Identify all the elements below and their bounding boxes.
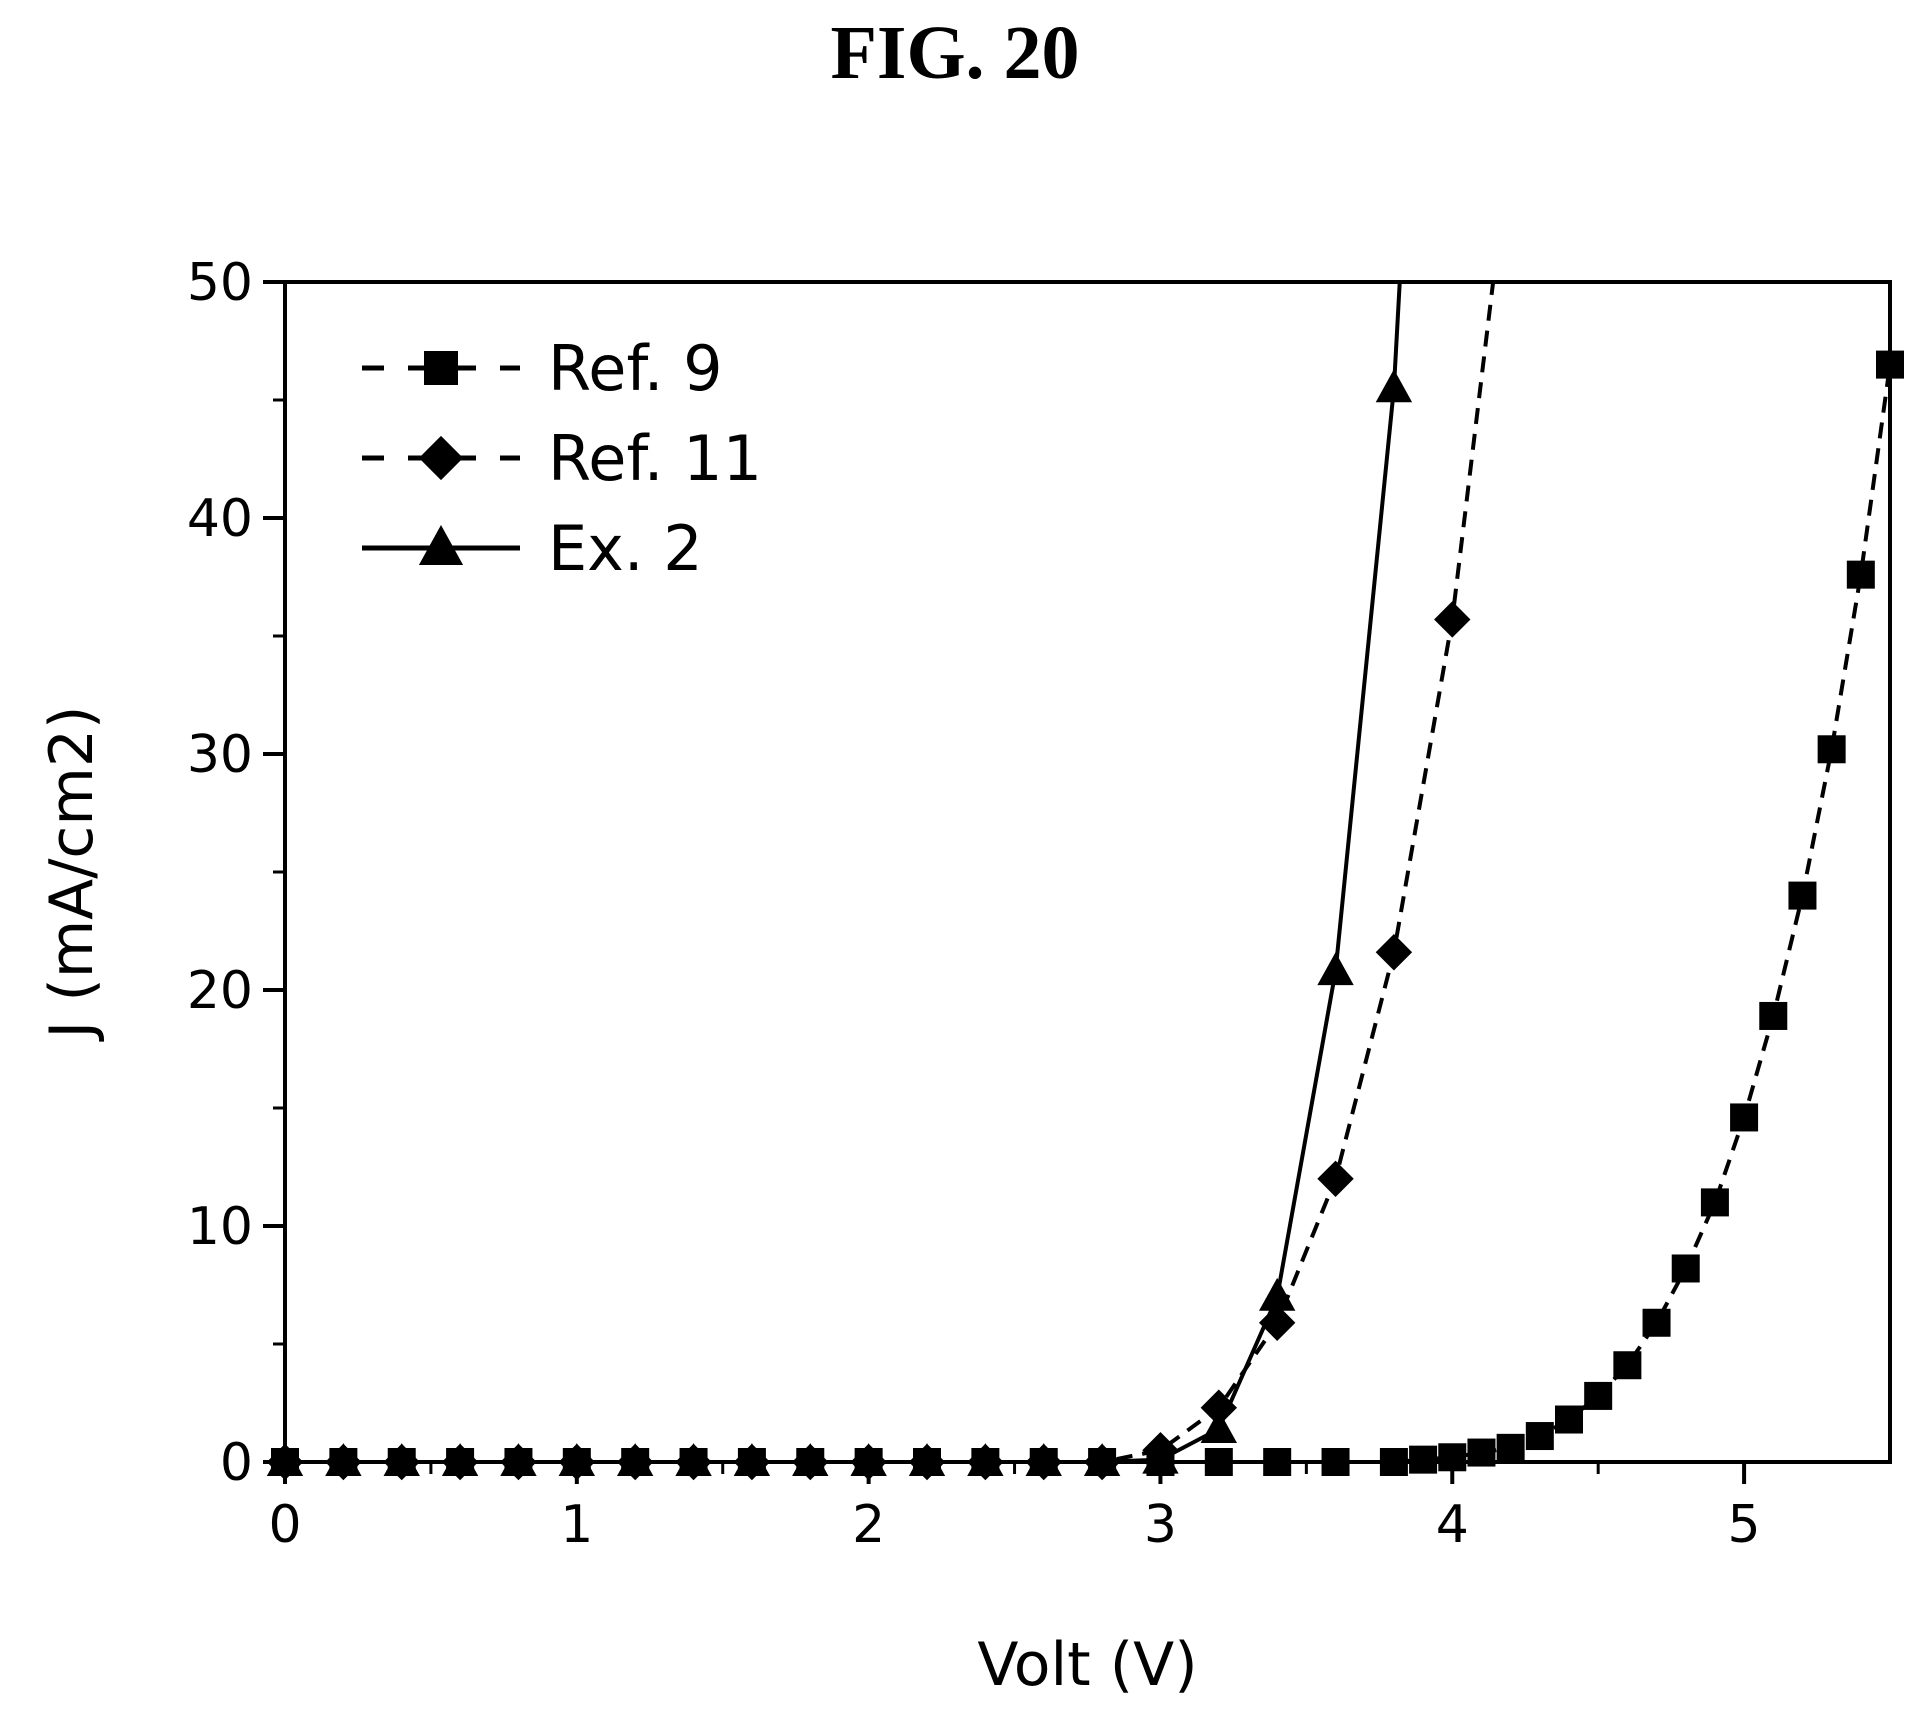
data-point bbox=[383, 1443, 420, 1476]
data-point bbox=[1642, 1308, 1671, 1337]
y-tick-label: 30 bbox=[187, 725, 253, 785]
data-point bbox=[1438, 1443, 1467, 1472]
data-point bbox=[675, 1443, 712, 1476]
x-axis-title: Volt (V) bbox=[977, 1630, 1197, 1700]
data-point bbox=[1375, 934, 1413, 971]
data-point bbox=[733, 1443, 771, 1476]
data-point bbox=[418, 435, 464, 481]
data-point bbox=[266, 1443, 304, 1476]
data-point bbox=[1730, 1103, 1759, 1132]
data-point bbox=[1142, 1440, 1179, 1474]
data-point bbox=[1467, 1438, 1496, 1467]
data-point bbox=[500, 1443, 537, 1476]
data-point bbox=[325, 1443, 362, 1476]
data-point bbox=[1613, 1351, 1642, 1380]
data-point bbox=[1321, 1448, 1350, 1476]
x-tick-label: 4 bbox=[1436, 1495, 1469, 1555]
y-tick-label: 0 bbox=[220, 1433, 253, 1493]
data-point bbox=[1317, 952, 1354, 986]
data-point bbox=[1258, 1277, 1296, 1311]
data-point bbox=[1263, 1448, 1292, 1476]
y-tick-label: 10 bbox=[187, 1197, 253, 1257]
data-point bbox=[1204, 1448, 1233, 1476]
x-tick-label: 2 bbox=[852, 1495, 885, 1555]
data-point bbox=[1375, 369, 1413, 403]
legend-item: Ex. 2 bbox=[362, 512, 703, 585]
data-point bbox=[558, 1443, 596, 1476]
data-point bbox=[1083, 1443, 1121, 1476]
data-point bbox=[1379, 1448, 1408, 1476]
data-point bbox=[1788, 881, 1817, 910]
data-point bbox=[792, 1443, 829, 1476]
data-point bbox=[418, 525, 464, 565]
legend-item: Ref. 11 bbox=[362, 422, 762, 495]
legend-label: Ex. 2 bbox=[548, 512, 703, 585]
series-line bbox=[285, 364, 1892, 1464]
data-point bbox=[1496, 1433, 1525, 1462]
figure-title: FIG. 20 bbox=[830, 11, 1080, 95]
x-tick-label: 3 bbox=[1144, 1495, 1177, 1555]
plot-frame bbox=[283, 280, 1892, 1464]
data-point bbox=[1876, 350, 1904, 379]
legend: Ref. 9 Ref. 11 Ex. 2 bbox=[362, 332, 762, 585]
data-point bbox=[1555, 1405, 1583, 1434]
data-point bbox=[424, 351, 458, 385]
data-point bbox=[908, 1443, 946, 1476]
x-tick-label: 0 bbox=[268, 1495, 301, 1555]
series-layer bbox=[266, 281, 1904, 1481]
x-tick-label: 1 bbox=[560, 1495, 593, 1555]
data-point bbox=[1434, 601, 1471, 638]
data-point bbox=[1025, 1443, 1062, 1476]
data-point bbox=[1200, 1410, 1238, 1443]
series-ex-2 bbox=[266, 281, 1413, 1476]
legend-label: Ref. 11 bbox=[548, 422, 762, 495]
data-point bbox=[1317, 1160, 1354, 1197]
series-ref-9 bbox=[271, 350, 1904, 1476]
data-point bbox=[1584, 1381, 1613, 1410]
legend-item: Ref. 9 bbox=[362, 332, 723, 405]
data-point bbox=[1817, 735, 1846, 764]
y-tick-label: 40 bbox=[187, 489, 253, 549]
y-tick-label: 20 bbox=[187, 961, 253, 1021]
data-point bbox=[1200, 1389, 1238, 1426]
data-point bbox=[1409, 1445, 1438, 1474]
data-point bbox=[967, 1443, 1004, 1476]
data-point bbox=[441, 1443, 479, 1476]
data-point bbox=[616, 1443, 654, 1476]
data-point bbox=[1846, 560, 1875, 589]
data-point bbox=[1759, 1001, 1788, 1030]
x-tick-label: 5 bbox=[1728, 1495, 1761, 1555]
data-point bbox=[1700, 1188, 1729, 1217]
y-axis-title: J (mA/cm2) bbox=[37, 706, 107, 1043]
data-point bbox=[850, 1443, 887, 1476]
legend-label: Ref. 9 bbox=[548, 332, 723, 405]
data-point bbox=[1671, 1254, 1700, 1283]
data-point bbox=[1525, 1422, 1554, 1451]
y-tick-label: 50 bbox=[187, 253, 253, 313]
